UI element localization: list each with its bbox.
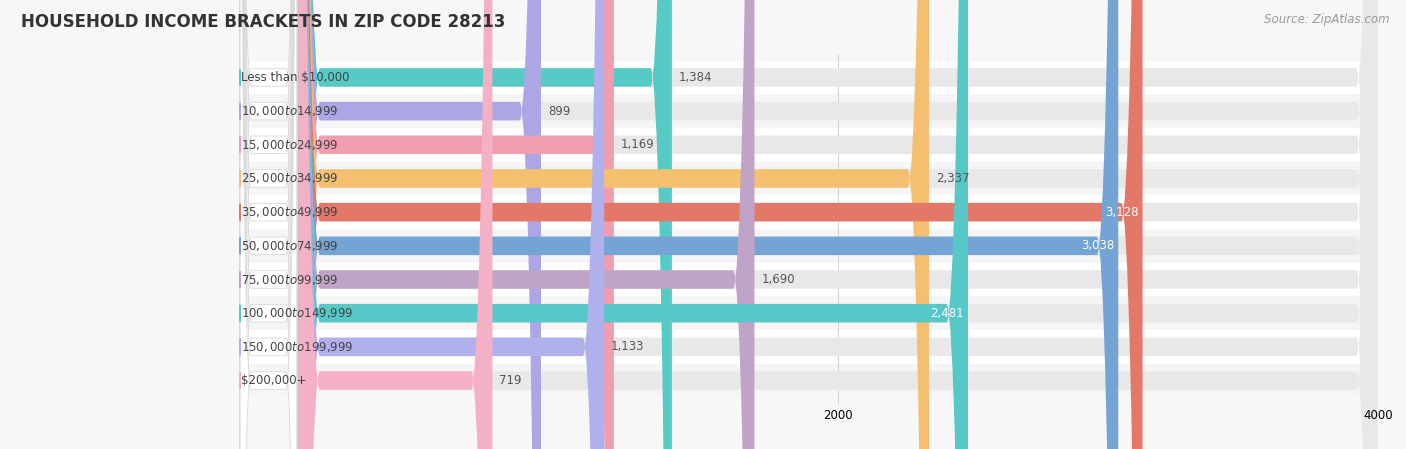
- Bar: [239, 296, 1378, 330]
- Bar: [239, 364, 1378, 397]
- Text: $25,000 to $34,999: $25,000 to $34,999: [242, 172, 339, 185]
- FancyBboxPatch shape: [240, 0, 297, 449]
- Text: HOUSEHOLD INCOME BRACKETS IN ZIP CODE 28213: HOUSEHOLD INCOME BRACKETS IN ZIP CODE 28…: [21, 13, 506, 31]
- FancyBboxPatch shape: [240, 0, 297, 449]
- FancyBboxPatch shape: [240, 0, 297, 449]
- FancyBboxPatch shape: [240, 0, 297, 449]
- FancyBboxPatch shape: [240, 0, 297, 449]
- Bar: [239, 162, 1378, 195]
- FancyBboxPatch shape: [298, 0, 492, 449]
- FancyBboxPatch shape: [240, 0, 297, 449]
- Text: 719: 719: [499, 374, 522, 387]
- Text: Less than $10,000: Less than $10,000: [242, 71, 350, 84]
- Text: $35,000 to $49,999: $35,000 to $49,999: [242, 205, 339, 219]
- FancyBboxPatch shape: [240, 0, 297, 449]
- Text: $15,000 to $24,999: $15,000 to $24,999: [242, 138, 339, 152]
- Text: 1,133: 1,133: [610, 340, 644, 353]
- FancyBboxPatch shape: [298, 0, 1378, 449]
- FancyBboxPatch shape: [298, 0, 1378, 449]
- Text: 1,690: 1,690: [761, 273, 794, 286]
- FancyBboxPatch shape: [240, 0, 297, 449]
- Text: 3,038: 3,038: [1081, 239, 1114, 252]
- Bar: [239, 128, 1378, 162]
- FancyBboxPatch shape: [298, 0, 755, 449]
- FancyBboxPatch shape: [240, 0, 297, 449]
- FancyBboxPatch shape: [240, 0, 297, 449]
- FancyBboxPatch shape: [298, 0, 1118, 449]
- Text: 1,169: 1,169: [620, 138, 654, 151]
- Text: $200,000+: $200,000+: [242, 374, 307, 387]
- FancyBboxPatch shape: [298, 0, 1378, 449]
- FancyBboxPatch shape: [298, 0, 1143, 449]
- Text: 1,384: 1,384: [679, 71, 713, 84]
- FancyBboxPatch shape: [298, 0, 1378, 449]
- Text: $10,000 to $14,999: $10,000 to $14,999: [242, 104, 339, 118]
- Text: 2,337: 2,337: [936, 172, 969, 185]
- Text: $75,000 to $99,999: $75,000 to $99,999: [242, 273, 339, 286]
- Bar: [239, 94, 1378, 128]
- FancyBboxPatch shape: [298, 0, 541, 449]
- FancyBboxPatch shape: [298, 0, 967, 449]
- Text: $100,000 to $149,999: $100,000 to $149,999: [242, 306, 354, 320]
- Bar: [239, 195, 1378, 229]
- FancyBboxPatch shape: [298, 0, 1378, 449]
- FancyBboxPatch shape: [298, 0, 1378, 449]
- FancyBboxPatch shape: [298, 0, 1378, 449]
- Text: 2,481: 2,481: [931, 307, 965, 320]
- Text: 899: 899: [548, 105, 569, 118]
- FancyBboxPatch shape: [298, 0, 605, 449]
- Bar: [239, 330, 1378, 364]
- Bar: [239, 61, 1378, 94]
- FancyBboxPatch shape: [298, 0, 672, 449]
- FancyBboxPatch shape: [298, 0, 614, 449]
- Text: 3,128: 3,128: [1105, 206, 1139, 219]
- Text: $150,000 to $199,999: $150,000 to $199,999: [242, 340, 354, 354]
- FancyBboxPatch shape: [298, 0, 1378, 449]
- FancyBboxPatch shape: [298, 0, 1378, 449]
- Text: $50,000 to $74,999: $50,000 to $74,999: [242, 239, 339, 253]
- Bar: [239, 263, 1378, 296]
- Bar: [239, 229, 1378, 263]
- FancyBboxPatch shape: [298, 0, 1378, 449]
- FancyBboxPatch shape: [298, 0, 929, 449]
- Text: Source: ZipAtlas.com: Source: ZipAtlas.com: [1264, 13, 1389, 26]
